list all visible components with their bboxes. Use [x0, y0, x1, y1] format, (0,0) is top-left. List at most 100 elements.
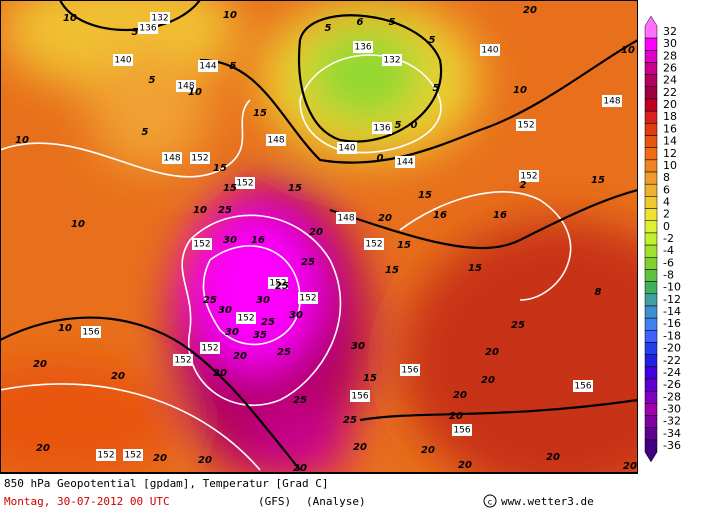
geopotential-label: 152 [299, 294, 316, 304]
colorbar-swatch [644, 62, 658, 75]
temperature-label: 20 [453, 390, 467, 401]
colorbar-swatch [644, 147, 658, 161]
temperature-label: 20 [33, 359, 47, 370]
geopotential-label: 152 [193, 240, 210, 250]
colorbar-swatch [644, 257, 658, 270]
colorbar-swatch [644, 293, 658, 307]
geopotential-label-box [516, 119, 536, 131]
temperature-label: 5 [132, 27, 139, 38]
colorbar-label: -20 [663, 342, 681, 355]
colorbar-swatch [644, 439, 658, 463]
geopotential-label-box [150, 12, 170, 24]
temperature-label: 25 [343, 415, 357, 426]
geopotential-label: 152 [269, 279, 286, 289]
geopotential-label-box [113, 54, 133, 66]
colorbar-label: 10 [663, 159, 677, 172]
temperature-label: 10 [513, 85, 527, 96]
geopotential-label-box [236, 312, 256, 324]
colorbar-swatch [644, 123, 658, 136]
temperature-label: 30 [289, 310, 303, 321]
map-frame [0, 0, 638, 473]
geopotential-label: 144 [396, 158, 413, 168]
temperature-label: 0 [411, 120, 418, 131]
temperature-label: 25 [277, 347, 291, 358]
colorbar-swatch [644, 135, 658, 148]
temperature-label: 35 [253, 330, 267, 341]
temperature-label: 15 [397, 240, 411, 251]
colorbar-label: -2 [663, 232, 674, 245]
geopotential-label: 136 [373, 124, 390, 134]
temperature-label: 8 [595, 287, 602, 298]
geopotential-label: 152 [124, 451, 141, 461]
temperature-label: 10 [71, 219, 85, 230]
temperature-label: 10 [193, 205, 207, 216]
temperature-label: 10 [223, 10, 237, 21]
temperature-label: 30 [223, 235, 237, 246]
geopotential-label: 156 [453, 426, 470, 436]
geopotential-label-box [519, 170, 539, 182]
temperature-label: 20 [481, 375, 495, 386]
colorbar-label: -22 [663, 354, 681, 367]
temperature-label: 20 [353, 442, 367, 453]
colorbar-label: 24 [663, 74, 677, 87]
colorbar-label: 32 [663, 25, 677, 38]
colorbar-swatch [644, 171, 658, 185]
geopotential-label: 152 [174, 356, 191, 366]
geopotential-label: 136 [354, 43, 371, 53]
temperature-label: 25 [275, 281, 289, 292]
temperature-label: 20 [378, 213, 392, 224]
temperature-label: 5 [395, 120, 402, 131]
colorbar-label: -12 [663, 293, 681, 306]
colorbar-label: -18 [663, 329, 681, 342]
temperature-label: 20 [213, 368, 227, 379]
geopotential-label-box [382, 54, 402, 66]
colorbar-swatch [644, 244, 658, 258]
colorbar-label: -10 [663, 281, 681, 294]
footer-run: (Analyse) [306, 495, 366, 508]
temperature-label: 20 [111, 371, 125, 382]
colorbar-label: -24 [663, 366, 681, 379]
temperature-label: 20 [421, 445, 435, 456]
temperature-label: 25 [203, 295, 217, 306]
geopotential-label: 148 [177, 82, 194, 92]
temperature-label: 30 [218, 305, 232, 316]
colorbar-label: 2 [663, 208, 670, 221]
geopotential-label: 132 [151, 14, 168, 24]
temperature-label: 20 [485, 347, 499, 358]
geopotential-label: 156 [351, 392, 368, 402]
geopotential-label: 152 [517, 121, 534, 131]
geopotential-label: 152 [97, 451, 114, 461]
temperature-label: 10 [63, 13, 77, 24]
temperature-label: 15 [468, 263, 482, 274]
geopotential-label-box [268, 277, 288, 289]
colorbar-label: -26 [663, 378, 681, 391]
geopotential-label-box [337, 142, 357, 154]
colorbar-swatch [644, 330, 658, 343]
geopotential-label-box [192, 238, 212, 250]
temperature-label: 15 [223, 183, 237, 194]
geopotential-label: 152 [520, 172, 537, 182]
colorbar-label: 30 [663, 37, 677, 50]
temperature-label: 15 [288, 183, 302, 194]
geopotential-label: 140 [114, 56, 131, 66]
geopotential-label: 156 [401, 366, 418, 376]
colorbar-label: -4 [663, 244, 674, 257]
temperature-label: 25 [218, 205, 232, 216]
colorbar-swatch [644, 208, 658, 221]
colorbar-label: 12 [663, 147, 677, 160]
geopotential-label-box [96, 449, 116, 461]
colorbar-label: -34 [663, 427, 681, 440]
temperature-label: 0 [377, 153, 384, 164]
geopotential-label-box [400, 364, 420, 376]
geopotential-label-box [176, 80, 196, 92]
geopotential-label-box [350, 390, 370, 402]
colorbar-swatch [644, 74, 658, 88]
temperature-label: 16 [433, 210, 447, 221]
colorbar-label: -16 [663, 317, 681, 330]
colorbar-label: 16 [663, 122, 677, 135]
colorbar-label: 0 [663, 220, 670, 233]
colorbar-label: 22 [663, 86, 677, 99]
colorbar-swatch [644, 269, 658, 282]
colorbar-label: -32 [663, 415, 681, 428]
